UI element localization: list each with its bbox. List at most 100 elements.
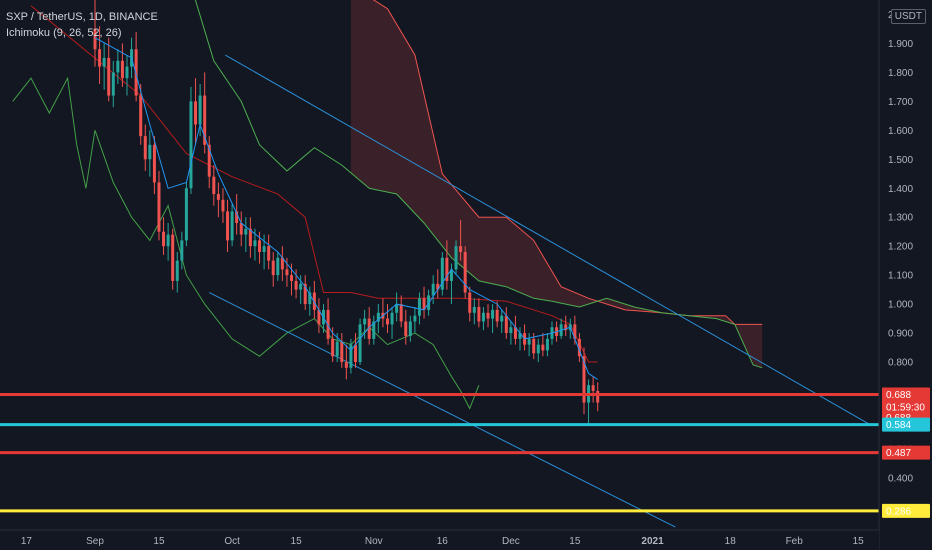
candle-body <box>294 280 298 290</box>
indicator-label[interactable]: Ichimoku (9, 26, 52, 26) <box>6 27 122 39</box>
candle-body <box>536 344 540 354</box>
candle-body <box>367 318 371 339</box>
chikou-span-line <box>12 76 480 410</box>
candle-body <box>207 144 211 177</box>
candle-body <box>331 338 335 357</box>
candle <box>203 72 207 154</box>
candle <box>495 301 499 328</box>
candle-body <box>276 257 280 276</box>
candle <box>454 240 458 276</box>
candle <box>267 234 271 270</box>
candle-body <box>262 246 266 252</box>
candle-body <box>481 312 485 322</box>
candle-body <box>454 246 458 270</box>
x-tick-label: 15 <box>569 536 581 547</box>
x-tick-label: Oct <box>224 536 240 547</box>
y-tick-label: 0.400 <box>888 473 913 484</box>
candle <box>344 344 348 380</box>
candle-body <box>527 338 531 345</box>
candle <box>445 240 449 290</box>
y-tick-label: 1.600 <box>888 126 913 137</box>
x-tick-label: Dec <box>502 536 520 547</box>
candle <box>372 315 376 345</box>
candle-body <box>395 304 399 313</box>
candle <box>408 315 412 342</box>
candle-body <box>230 211 234 241</box>
candle <box>93 0 97 67</box>
candle-body <box>326 309 330 339</box>
candle <box>184 182 188 247</box>
candle-body <box>226 211 230 241</box>
candle <box>152 136 156 195</box>
candle <box>577 333 581 363</box>
candle <box>472 298 476 325</box>
candle <box>171 228 175 290</box>
candle-body <box>312 292 316 310</box>
candle-body <box>500 315 504 322</box>
candle-body <box>102 57 106 67</box>
candle <box>175 251 179 293</box>
x-tick-label: Nov <box>365 536 383 547</box>
trendline-upper <box>224 54 873 427</box>
candle-body <box>267 246 271 261</box>
price-tag <box>882 445 930 460</box>
candle <box>194 78 198 145</box>
candle-body <box>134 49 138 96</box>
candle-body <box>564 324 568 331</box>
candle-body <box>189 101 193 189</box>
candle <box>230 202 234 247</box>
candle <box>285 257 289 287</box>
candle-body <box>463 251 467 293</box>
candle-body <box>577 338 581 357</box>
candle <box>564 315 568 336</box>
candle-body <box>258 240 262 252</box>
candle-body <box>148 144 152 160</box>
candle <box>157 170 161 241</box>
candle <box>212 165 216 206</box>
candle-body <box>244 228 248 235</box>
candle <box>166 223 170 261</box>
candle <box>317 298 321 334</box>
candle-body <box>157 182 161 232</box>
candle-body <box>194 101 198 125</box>
candle <box>376 304 380 334</box>
candle-body <box>518 333 522 339</box>
time-axis <box>0 530 879 550</box>
candle-body <box>422 298 426 310</box>
candle-body <box>573 324 577 339</box>
candle <box>358 318 362 365</box>
candle-body <box>120 60 124 79</box>
candle-body <box>152 144 156 183</box>
candle-body <box>280 257 284 270</box>
y-tick-label: 1.100 <box>888 271 913 282</box>
candle-body <box>203 95 207 145</box>
y-tick-label: 1.200 <box>888 242 913 253</box>
candle-body <box>107 57 111 96</box>
candle <box>399 295 403 328</box>
candle-body <box>175 260 179 281</box>
candle-body <box>541 344 545 351</box>
candle-body <box>171 234 175 281</box>
candle <box>262 234 266 270</box>
candle <box>582 347 586 415</box>
candle-body <box>111 72 115 96</box>
price-tag <box>882 503 930 518</box>
price-tag-label: 0.487 <box>886 448 911 459</box>
candle <box>527 333 531 357</box>
currency-label[interactable]: USDT <box>890 9 926 24</box>
candle <box>509 321 513 345</box>
candle-body <box>472 306 476 313</box>
candle <box>143 124 147 171</box>
candle <box>198 83 202 137</box>
candle <box>363 309 367 339</box>
candle <box>431 275 435 305</box>
y-tick-label: 1.400 <box>888 184 913 195</box>
symbol-title: SXP / TetherUS, 1D, BINANCE <box>6 11 158 23</box>
candle <box>102 43 106 90</box>
y-tick-label: 1.000 <box>888 300 913 311</box>
candle-body <box>431 283 435 296</box>
candle <box>180 231 184 270</box>
candle <box>326 298 330 345</box>
